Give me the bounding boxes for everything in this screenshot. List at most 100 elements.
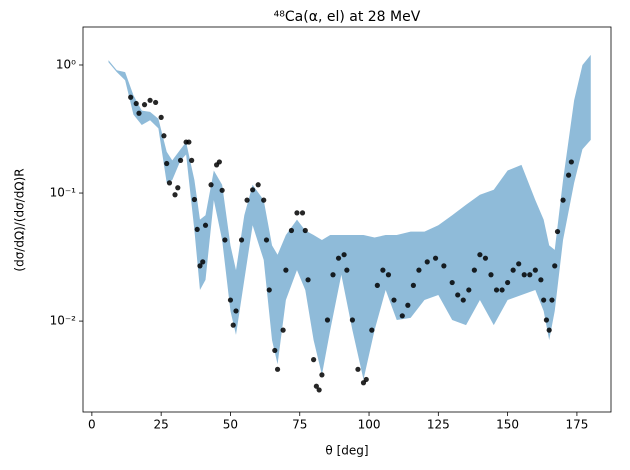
- data-point: [200, 259, 206, 265]
- data-point: [405, 302, 411, 308]
- plot-frame: [82, 26, 612, 413]
- data-point: [543, 317, 550, 323]
- data-point: [283, 267, 289, 273]
- data-point: [133, 100, 139, 107]
- data-point: [374, 282, 380, 288]
- chart-title: ⁴⁸Ca(α, el) at 28 MeV: [274, 9, 421, 25]
- y-tick-label: 10⁰: [56, 57, 76, 71]
- data-point: [305, 277, 311, 283]
- data-point: [449, 279, 455, 286]
- data-point: [222, 237, 228, 243]
- data-point: [510, 267, 516, 273]
- data-point: [330, 272, 336, 278]
- data-point: [313, 383, 319, 389]
- data-point: [466, 287, 472, 293]
- data-point: [197, 263, 203, 269]
- data-point: [538, 277, 544, 283]
- data-point: [399, 313, 405, 319]
- data-point: [424, 259, 430, 265]
- data-point: [272, 347, 278, 354]
- x-tick-label: 150: [496, 418, 519, 432]
- data-point: [560, 197, 566, 203]
- data-point: [369, 327, 375, 333]
- x-tick-label: 100: [358, 418, 381, 432]
- data-point: [166, 180, 173, 186]
- data-point: [186, 139, 192, 145]
- data-point: [471, 267, 477, 273]
- x-tick-label: 125: [427, 418, 450, 432]
- data-point: [233, 308, 239, 314]
- data-point: [161, 133, 167, 139]
- data-point: [344, 267, 350, 273]
- data-point: [177, 157, 184, 163]
- data-point: [255, 182, 261, 188]
- data-point: [521, 272, 527, 278]
- data-point: [391, 297, 397, 303]
- data-point: [565, 172, 572, 178]
- data-point: [385, 272, 392, 278]
- data-point: [460, 297, 466, 303]
- data-point: [238, 237, 245, 243]
- x-tick-label: 0: [88, 418, 96, 432]
- x-tick-label: 75: [292, 418, 307, 432]
- data-point: [191, 196, 198, 203]
- data-point: [554, 228, 561, 235]
- data-point: [532, 267, 538, 273]
- data-point: [432, 255, 439, 261]
- data-point: [355, 366, 361, 372]
- data-point: [316, 387, 322, 393]
- data-point: [505, 279, 511, 286]
- x-tick-label: 50: [223, 418, 238, 432]
- data-point: [488, 272, 494, 278]
- data-point: [219, 187, 225, 193]
- data-point: [299, 210, 306, 216]
- data-point: [441, 263, 447, 269]
- data-point: [549, 297, 555, 303]
- band: [108, 54, 591, 380]
- data-point: [274, 366, 281, 372]
- data-point: [416, 267, 422, 273]
- data-point: [499, 287, 505, 293]
- y-tick-label: 10⁻¹: [50, 186, 77, 200]
- data-point: [172, 192, 178, 198]
- data-point: [324, 317, 331, 323]
- data-point: [363, 376, 369, 383]
- data-point: [263, 237, 270, 243]
- data-point: [189, 157, 195, 163]
- data-point: [288, 227, 295, 234]
- data-point: [302, 227, 308, 234]
- data-point: [244, 197, 250, 203]
- data-point: [158, 114, 164, 120]
- data-point: [568, 159, 574, 165]
- x-axis-label: θ [deg]: [325, 444, 368, 458]
- data-point: [410, 282, 416, 288]
- data-point: [175, 185, 181, 191]
- data-point: [341, 252, 347, 258]
- data-point: [141, 102, 148, 108]
- data-point: [552, 263, 558, 269]
- data-point: [202, 222, 209, 228]
- data-point: [194, 226, 200, 233]
- data-point: [527, 272, 533, 278]
- data-point: [164, 160, 170, 167]
- data-point: [482, 255, 489, 261]
- x-tick-label: 175: [565, 418, 588, 432]
- data-point: [266, 287, 272, 293]
- data-point: [227, 297, 234, 303]
- data-point: [208, 182, 214, 188]
- data-point: [216, 159, 222, 165]
- data-point: [311, 357, 317, 363]
- data-point: [261, 197, 267, 203]
- data-point: [280, 327, 286, 333]
- data-point: [335, 255, 342, 261]
- data-point: [147, 97, 153, 103]
- data-point: [153, 99, 159, 106]
- data-point: [493, 287, 500, 293]
- data-point: [319, 372, 325, 378]
- data-point: [136, 110, 142, 116]
- y-tick-label: 10⁻²: [50, 314, 77, 328]
- data-point: [230, 322, 236, 328]
- y-axis-label: (dσ/dΩ)/(dσ/dΩ)R: [13, 168, 27, 271]
- x-tick-label: 25: [154, 418, 169, 432]
